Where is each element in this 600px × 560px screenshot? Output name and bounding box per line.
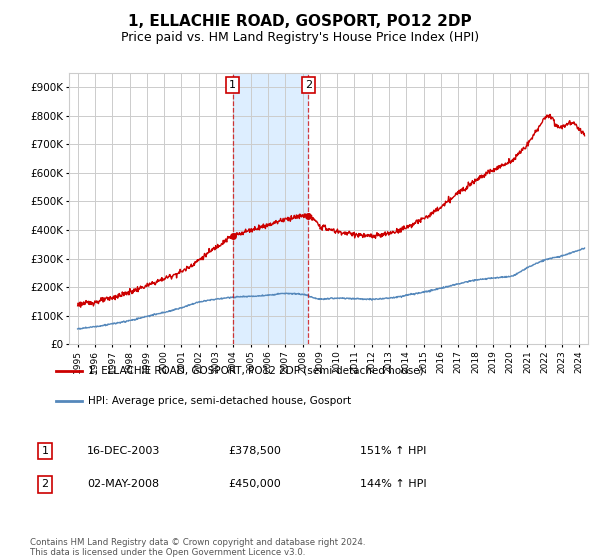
Text: 1: 1 [229,80,236,90]
Text: 02-MAY-2008: 02-MAY-2008 [87,479,159,489]
Text: 1, ELLACHIE ROAD, GOSPORT, PO12 2DP (semi-detached house): 1, ELLACHIE ROAD, GOSPORT, PO12 2DP (sem… [88,366,423,376]
Text: 1, ELLACHIE ROAD, GOSPORT, PO12 2DP: 1, ELLACHIE ROAD, GOSPORT, PO12 2DP [128,14,472,29]
Bar [233,73,308,344]
Text: 2: 2 [41,479,49,489]
Text: Price paid vs. HM Land Registry's House Price Index (HPI): Price paid vs. HM Land Registry's House … [121,31,479,44]
Text: 151% ↑ HPI: 151% ↑ HPI [360,446,427,456]
Text: 16-DEC-2003: 16-DEC-2003 [87,446,160,456]
Text: £450,000: £450,000 [228,479,281,489]
Text: Contains HM Land Registry data © Crown copyright and database right 2024.
This d: Contains HM Land Registry data © Crown c… [30,538,365,557]
Text: 1: 1 [41,446,49,456]
Text: £378,500: £378,500 [228,446,281,456]
Text: 144% ↑ HPI: 144% ↑ HPI [360,479,427,489]
Text: 2: 2 [305,80,312,90]
Text: HPI: Average price, semi-detached house, Gosport: HPI: Average price, semi-detached house,… [88,396,351,406]
